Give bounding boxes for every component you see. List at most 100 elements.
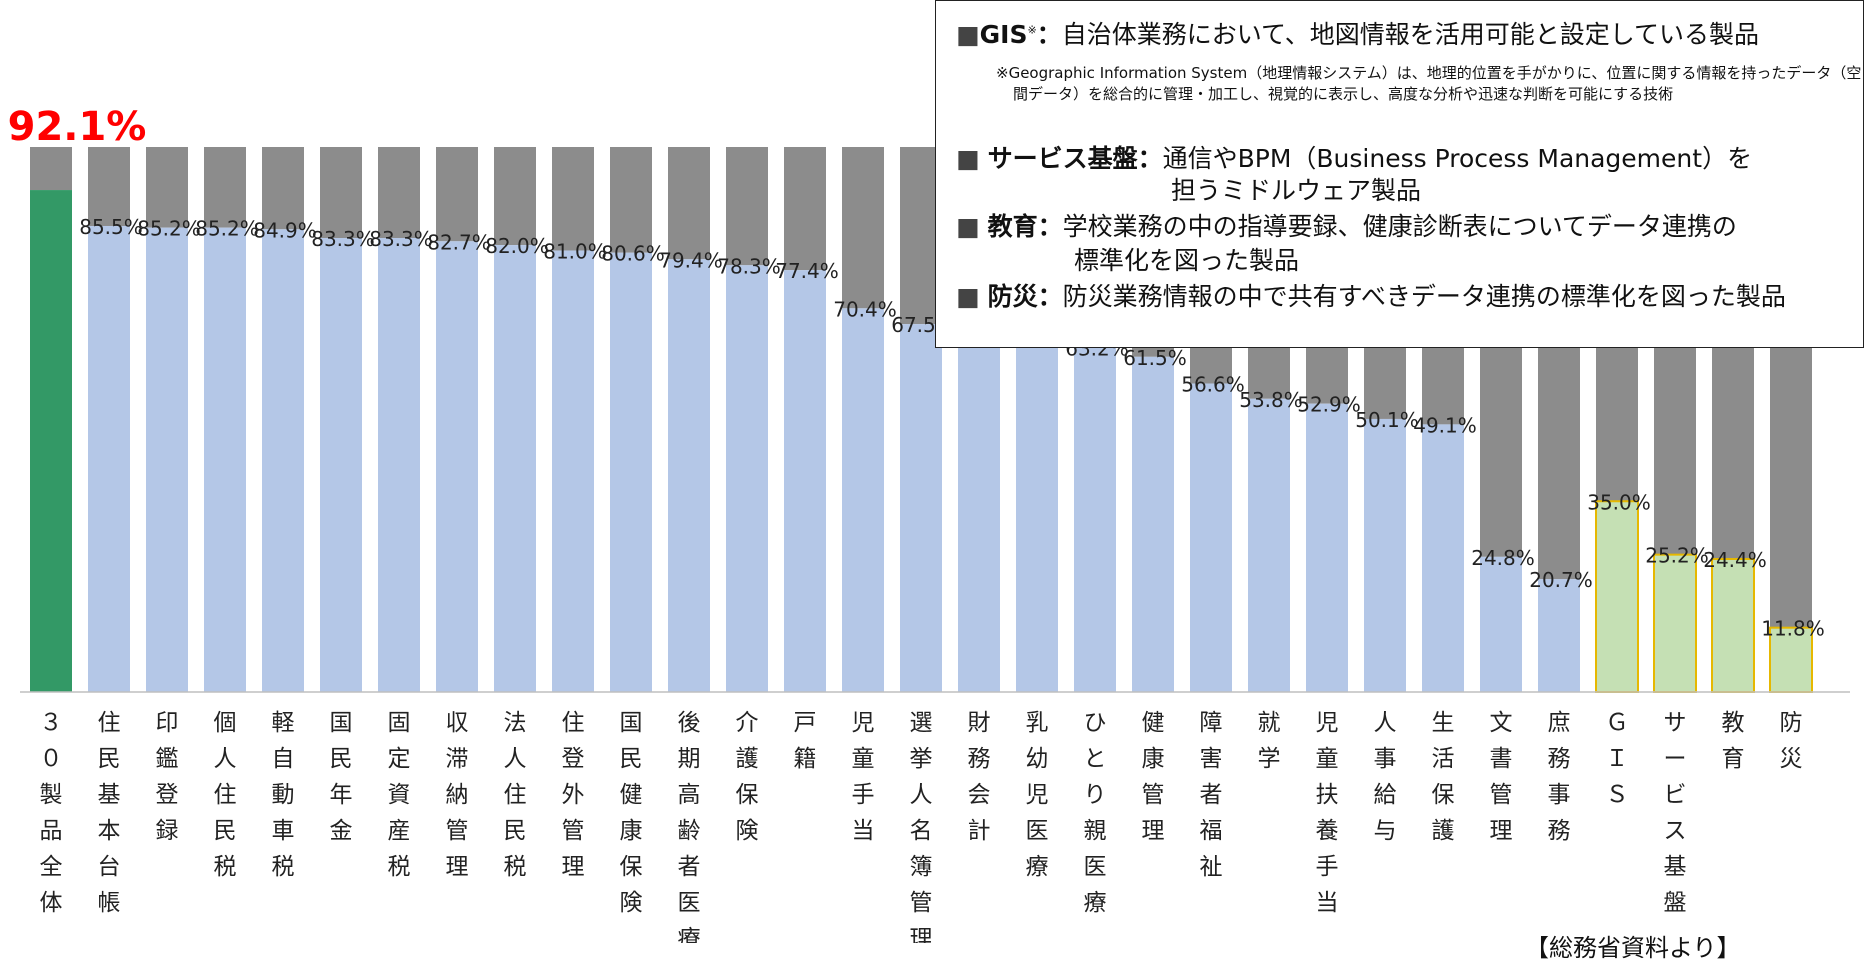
data-label: 92.1% (8, 104, 147, 150)
tick-label: 児 (1316, 710, 1339, 736)
tick-label: 理 (1490, 818, 1513, 844)
legend-education: ■ 教育：学校業務の中の指導要録、健康診断表についてデータ連携の (956, 207, 1737, 243)
tick-label: 戸 (794, 710, 817, 736)
bar-value (552, 250, 594, 693)
tick-label: 理 (1142, 818, 1165, 844)
tick-label: ３ (40, 710, 63, 736)
data-label: 25.2% (1645, 544, 1709, 568)
tick-label: 後 (678, 710, 701, 736)
tick-label: 自 (272, 746, 295, 772)
tick-label: 税 (214, 854, 237, 880)
tick-label: 険 (736, 818, 759, 844)
data-label: 81.0% (543, 240, 607, 264)
tick-label: 国 (620, 710, 643, 736)
tick-label: 台 (98, 854, 121, 880)
bar-value (1595, 500, 1639, 693)
bar-value (1364, 418, 1406, 692)
tick-label: 活 (1432, 746, 1455, 772)
tick-label: 乳 (1026, 710, 1049, 736)
tick-label: 帳 (98, 890, 121, 916)
tick-label: 本 (98, 818, 121, 844)
tick-label: 者 (678, 854, 701, 880)
service-desc-2: 担うミドルウェア製品 (1171, 176, 1422, 205)
tick-label: 事 (1548, 782, 1571, 808)
bar-value (784, 270, 826, 692)
tick-label: 住 (504, 782, 527, 808)
bar-remainder (842, 147, 884, 309)
tick-label: 療 (1026, 854, 1049, 880)
disaster-square-icon: ■ (956, 282, 980, 311)
bar-value (378, 238, 420, 692)
bar-value (494, 245, 536, 692)
tick-label: 基 (1664, 854, 1687, 880)
tick-label: 民 (214, 818, 237, 844)
bar-remainder (552, 147, 594, 251)
tick-label: 住 (562, 710, 585, 736)
tick-label: 教 (1722, 710, 1745, 736)
tick-label: ス (1664, 818, 1687, 844)
tick-label: 童 (1316, 746, 1339, 772)
tick-label: 医 (1084, 854, 1107, 880)
tick-label: 高 (678, 782, 701, 808)
tick-label: 理 (446, 854, 469, 880)
tick-label: 児 (1026, 782, 1049, 808)
tick-label: 製 (40, 782, 63, 808)
bar-value (204, 227, 246, 692)
bar-value (610, 252, 652, 693)
service-desc-1: 通信やBPM（Business Process Management）を (1162, 144, 1753, 173)
tick-label: 管 (910, 890, 933, 916)
tick-label: 就 (1258, 710, 1281, 736)
tick-label: Ｇ (1606, 710, 1629, 736)
data-label: 53.8% (1239, 388, 1303, 412)
bar-value (30, 190, 72, 692)
tick-label: 保 (620, 854, 643, 880)
tick-label: 住 (98, 710, 121, 736)
bar-value (668, 259, 710, 692)
bar-value (1248, 398, 1290, 692)
gis-sup: ※ (1027, 23, 1037, 37)
bar-remainder (726, 147, 768, 266)
tick-label: 書 (1490, 746, 1513, 772)
tick-label: り (1084, 782, 1107, 808)
tick-label: と (1084, 746, 1107, 772)
bar-value (1016, 331, 1058, 692)
bar-value (88, 226, 130, 692)
data-label: 77.4% (775, 259, 839, 283)
bar-remainder (784, 147, 826, 271)
tick-label: 定 (388, 746, 411, 772)
tick-label: 養 (1316, 818, 1339, 844)
tick-label: 文 (1490, 710, 1513, 736)
gis-desc: 自治体業務において、地図情報を活用可能と設定している製品 (1061, 20, 1759, 49)
tick-label: 挙 (910, 746, 933, 772)
legend-disaster: ■ 防災：防災業務情報の中で共有すべきデータ連携の標準化を図った製品 (956, 277, 1786, 313)
tick-label: 齢 (678, 818, 701, 844)
data-label: 56.6% (1181, 373, 1245, 397)
tick-label: 軽 (272, 710, 295, 736)
tick-label: 納 (446, 782, 469, 808)
tick-label: 基 (98, 782, 121, 808)
tick-label: 民 (620, 746, 643, 772)
tick-label: 選 (910, 710, 933, 736)
source-note: 【総務省資料より】 (1525, 934, 1741, 962)
tick-label: 務 (1548, 818, 1571, 844)
tick-label: 計 (968, 818, 991, 844)
tick-label: 防 (1780, 710, 1803, 736)
tick-label: 人 (1374, 710, 1397, 736)
service-colon: ： (1137, 144, 1163, 173)
tick-label: 民 (330, 746, 353, 772)
tick-label: 国 (330, 710, 353, 736)
data-label: 20.7% (1529, 568, 1593, 592)
bar-value (262, 229, 304, 693)
data-label: 50.1% (1355, 408, 1419, 432)
data-label: 85.2% (137, 217, 201, 241)
tick-label: 品 (40, 818, 63, 844)
tick-label: 印 (156, 710, 179, 736)
bar-value (842, 308, 884, 692)
bar-remainder (320, 147, 362, 239)
tick-label: 庶 (1548, 710, 1571, 736)
tick-label: 学 (1258, 746, 1281, 772)
data-label: 79.4% (659, 248, 723, 272)
tick-label: 民 (504, 818, 527, 844)
data-label: 82.0% (485, 234, 549, 258)
tick-label: ひ (1084, 710, 1107, 736)
